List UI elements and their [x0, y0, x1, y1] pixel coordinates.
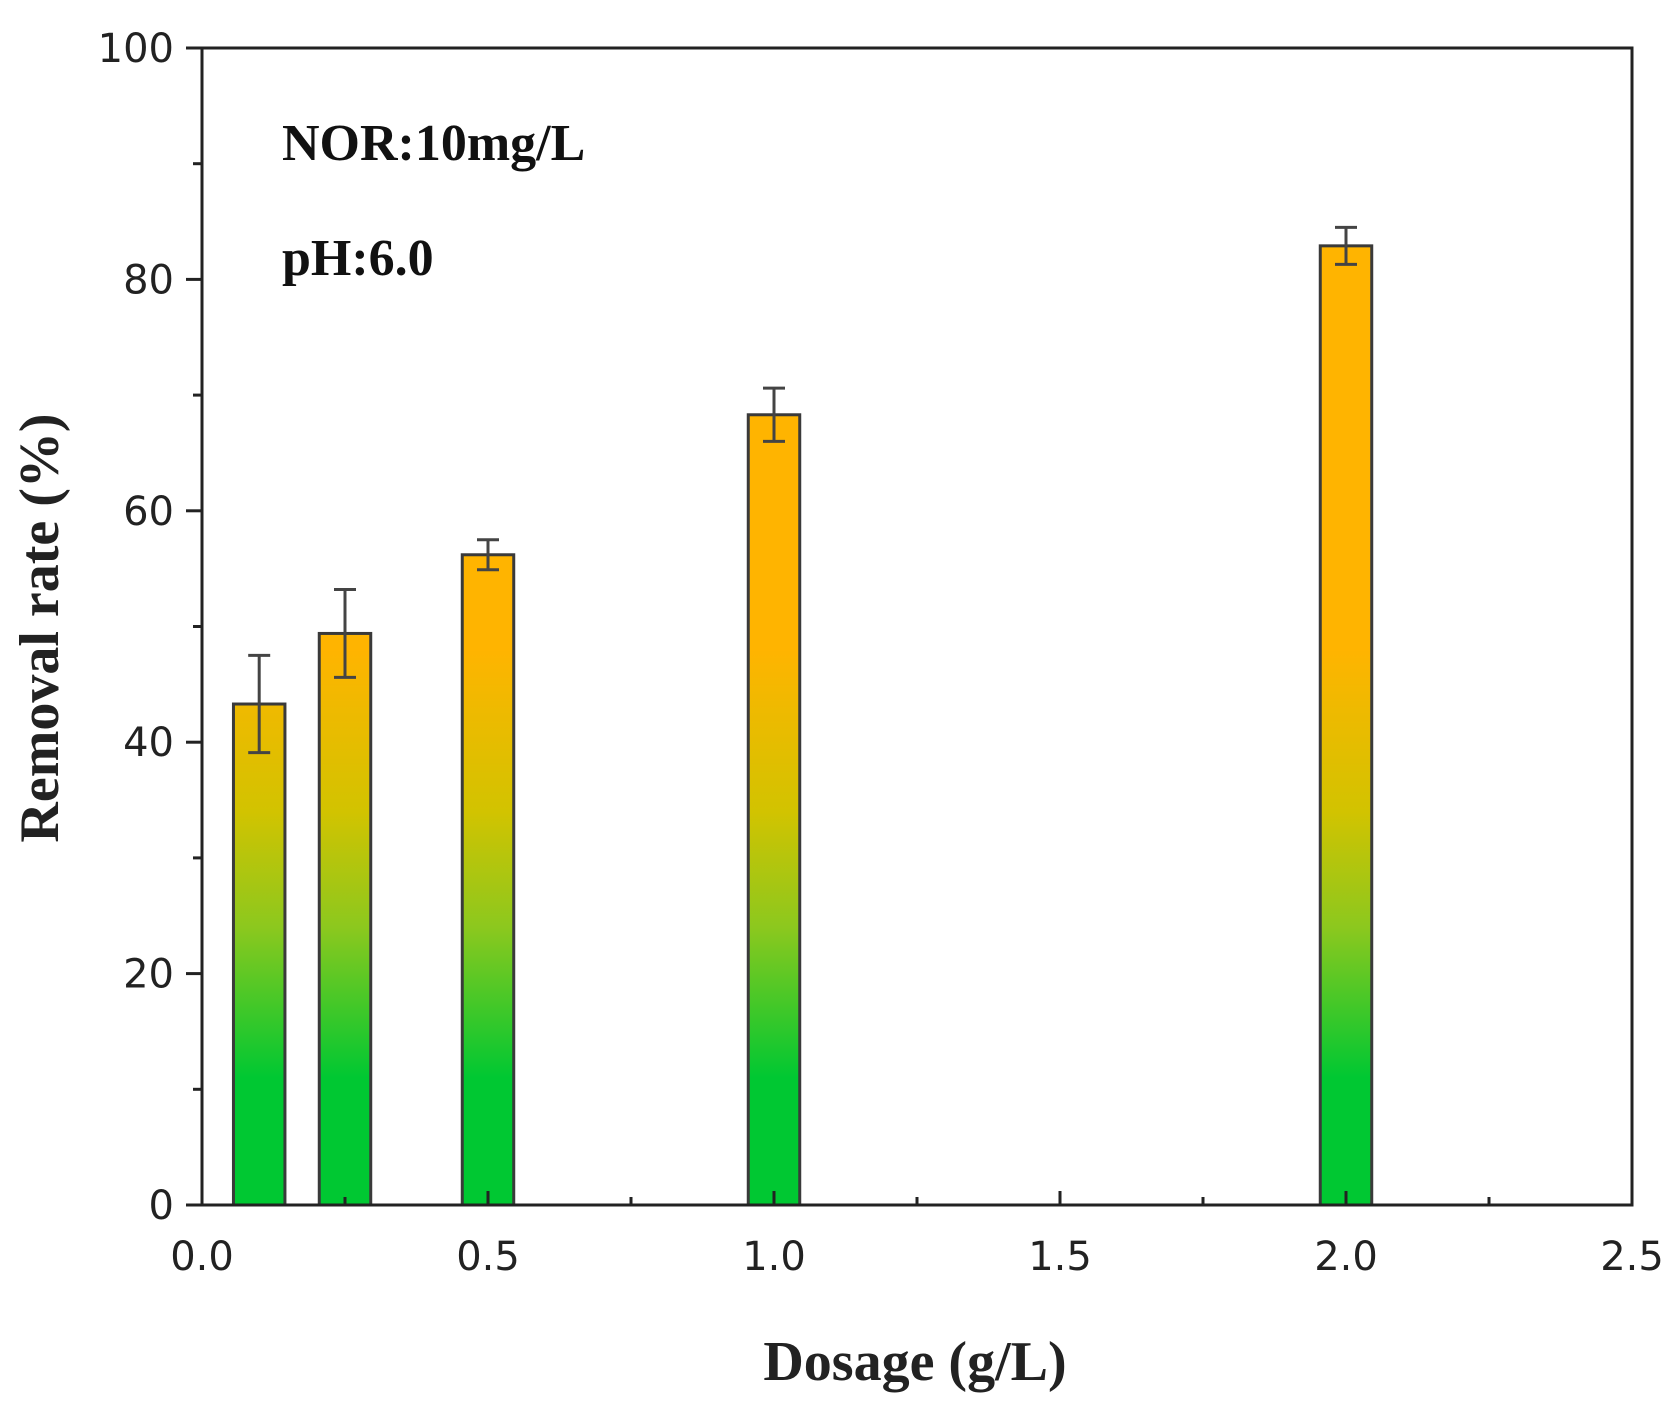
- x-tick-label: 1.0: [742, 1234, 806, 1280]
- bar-1: [746, 413, 802, 1207]
- y-tick-label: 60: [123, 489, 174, 535]
- bar-2: [1318, 244, 1374, 1207]
- x-tick-label: 2.5: [1600, 1234, 1664, 1280]
- bar-0.1: [231, 702, 287, 1207]
- plot-frame: [200, 46, 1634, 1207]
- bar-0.25: [317, 631, 373, 1207]
- y-tick-label: 40: [123, 720, 174, 766]
- y-tick-label: 80: [123, 257, 174, 303]
- error-bars: [248, 225, 1357, 755]
- x-tick-label: 0.0: [170, 1234, 234, 1280]
- y-axis-ticks: 0 20 40 60 80 100: [98, 26, 202, 1229]
- y-axis-title: Removal rate (%): [9, 413, 71, 842]
- y-tick-label: 0: [149, 1183, 174, 1229]
- y-tick-label: 20: [123, 952, 174, 998]
- x-axis-title: Dosage (g/L): [763, 1331, 1066, 1393]
- y-tick-label: 100: [98, 26, 174, 72]
- x-tick-label: 0.5: [456, 1234, 520, 1280]
- annotation-concentration: NOR:10mg/L: [282, 115, 585, 172]
- x-axis-ticks: 0.0 0.5 1.0 1.5 2.0 2.5: [170, 1191, 1664, 1280]
- annotation-ph: pH:6.0: [282, 230, 434, 287]
- x-tick-label: 2.0: [1314, 1234, 1378, 1280]
- bar-0.5: [460, 553, 516, 1207]
- x-tick-label: 1.5: [1028, 1234, 1092, 1280]
- bars: [231, 244, 1374, 1207]
